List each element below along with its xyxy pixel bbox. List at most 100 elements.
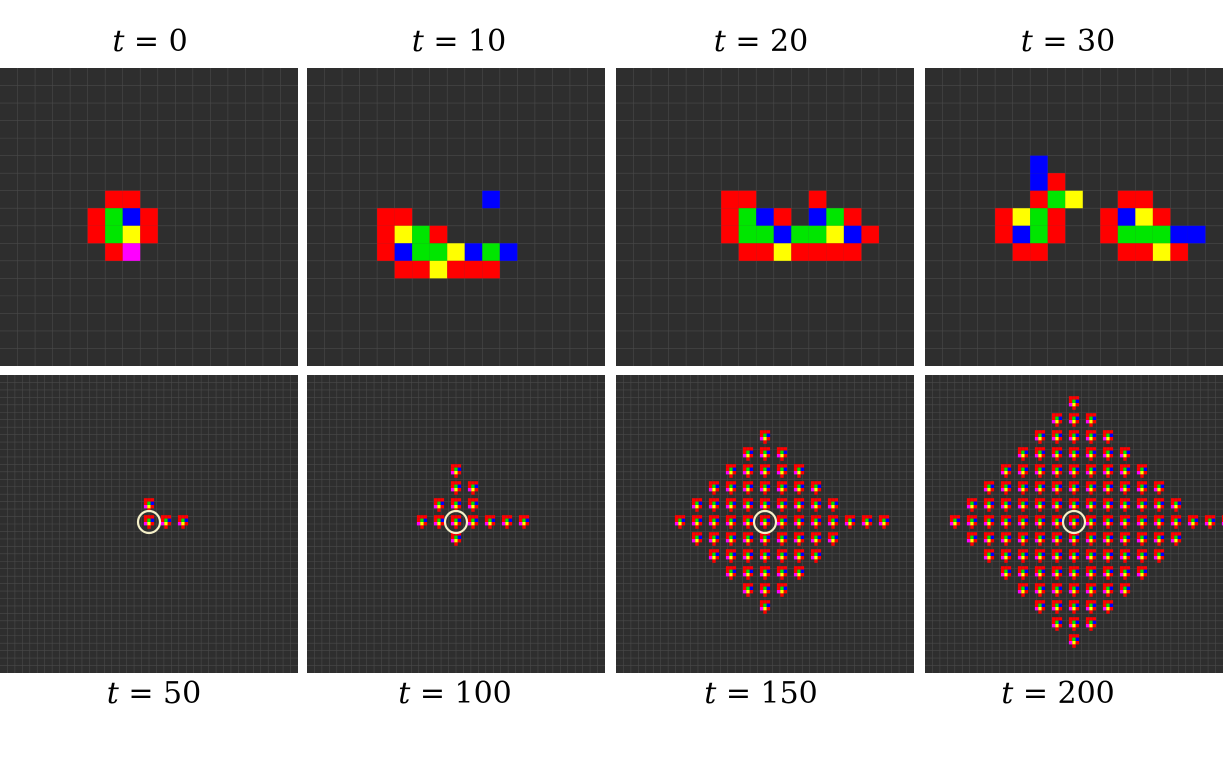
cell xyxy=(1152,208,1171,226)
cell-cluster xyxy=(518,515,530,529)
cell xyxy=(429,243,448,261)
cell-cluster xyxy=(1085,532,1097,546)
cell-cluster xyxy=(1034,447,1046,461)
cell xyxy=(122,225,141,244)
frame-t20 xyxy=(616,68,914,366)
cell-cluster xyxy=(1017,566,1029,580)
cell xyxy=(1135,190,1153,209)
cell-cluster xyxy=(1068,481,1080,495)
cell xyxy=(447,243,465,261)
cell-cluster xyxy=(776,566,788,580)
frame-t0 xyxy=(0,68,298,366)
cell-cluster xyxy=(1085,600,1097,614)
cell xyxy=(995,208,1013,226)
cell-cluster xyxy=(742,532,754,546)
cell-cluster xyxy=(725,532,737,546)
cell-cluster xyxy=(1204,515,1216,529)
cell-cluster xyxy=(759,532,771,546)
cell-cluster xyxy=(827,532,839,546)
cell-cluster xyxy=(725,566,737,580)
cell-cluster xyxy=(1119,532,1131,546)
cell-cluster xyxy=(793,549,805,563)
cell-cluster xyxy=(1000,532,1012,546)
cell-cluster xyxy=(1136,498,1148,512)
cell-cluster xyxy=(759,566,771,580)
cell-cluster xyxy=(1017,532,1029,546)
cell-cluster xyxy=(1153,549,1165,563)
cell-cluster xyxy=(501,515,513,529)
cell-cluster xyxy=(450,481,462,495)
cell xyxy=(105,243,123,261)
cell xyxy=(1030,155,1048,174)
cell xyxy=(826,243,844,261)
grid-lines xyxy=(0,375,298,673)
cell-cluster xyxy=(1085,481,1097,495)
cell-cluster xyxy=(725,515,737,529)
cell-cluster xyxy=(691,515,703,529)
cell-cluster xyxy=(1051,617,1063,631)
cell xyxy=(1047,208,1066,226)
cell xyxy=(412,225,430,244)
cell-cluster xyxy=(742,498,754,512)
cell xyxy=(1117,225,1136,244)
cell xyxy=(791,225,809,244)
cell-cluster xyxy=(793,498,805,512)
cell xyxy=(429,260,448,279)
cell xyxy=(377,208,395,226)
cell-cluster xyxy=(1153,498,1165,512)
cell xyxy=(738,208,757,226)
cell-cluster xyxy=(1068,549,1080,563)
label-t30: t = 30 xyxy=(1020,24,1116,59)
cell xyxy=(738,243,757,261)
cell-cluster xyxy=(1102,447,1114,461)
cell-cluster xyxy=(1119,481,1131,495)
cell-cluster xyxy=(1068,600,1080,614)
cell-cluster xyxy=(1102,600,1114,614)
cell xyxy=(394,243,413,261)
cell-cluster xyxy=(742,549,754,563)
cell-cluster xyxy=(776,481,788,495)
cell xyxy=(377,225,395,244)
cell xyxy=(1117,243,1136,261)
cell xyxy=(412,243,430,261)
cell-cluster xyxy=(776,447,788,461)
cell-cluster xyxy=(1102,515,1114,529)
cell xyxy=(105,208,123,226)
grid-background xyxy=(925,68,1223,366)
cell xyxy=(429,225,448,244)
cell-cluster xyxy=(776,498,788,512)
cell xyxy=(861,225,879,244)
cell-cluster xyxy=(1136,481,1148,495)
cell xyxy=(721,190,739,209)
cell-cluster xyxy=(1119,498,1131,512)
cell-cluster xyxy=(1051,600,1063,614)
cell-cluster xyxy=(1068,413,1080,427)
cell-cluster xyxy=(776,583,788,597)
cell-cluster xyxy=(1068,396,1080,410)
cell-cluster xyxy=(725,549,737,563)
cell-cluster xyxy=(776,532,788,546)
cell-cluster xyxy=(1051,583,1063,597)
grid-background xyxy=(307,68,605,366)
cell xyxy=(791,243,809,261)
cell-cluster xyxy=(759,600,771,614)
cell xyxy=(808,208,827,226)
cell-cluster xyxy=(725,498,737,512)
cell-cluster xyxy=(1119,464,1131,478)
origin-marker-circle xyxy=(752,509,778,535)
cell-cluster xyxy=(742,515,754,529)
cell-cluster xyxy=(793,515,805,529)
label-t50: t = 50 xyxy=(106,676,202,711)
cell xyxy=(843,225,862,244)
cell-cluster xyxy=(827,515,839,529)
cell xyxy=(1170,243,1188,261)
cell xyxy=(1117,190,1136,209)
cell xyxy=(394,225,413,244)
cell xyxy=(773,225,792,244)
cell xyxy=(482,243,500,261)
cell-cluster xyxy=(1136,549,1148,563)
cell-cluster xyxy=(759,549,771,563)
cell-cluster xyxy=(1034,532,1046,546)
cell xyxy=(1047,190,1066,209)
cell-cluster xyxy=(759,515,771,529)
